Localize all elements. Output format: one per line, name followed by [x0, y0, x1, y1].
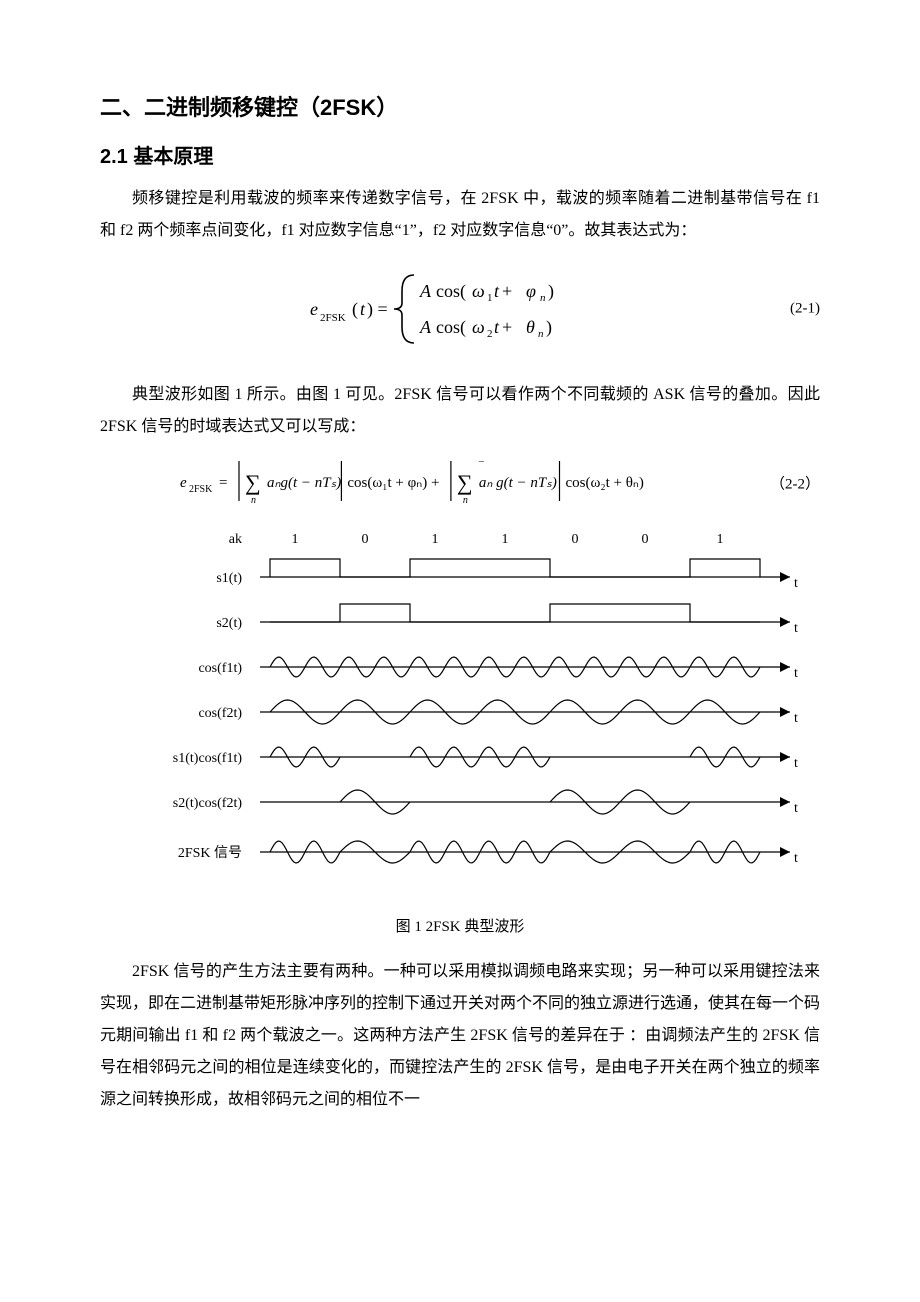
paragraph-3: 2FSK 信号的产生方法主要有两种。一种可以采用模拟调频电路来实现；另一种可以采…	[100, 956, 820, 1116]
svg-text:(: (	[352, 299, 358, 320]
svg-text:A: A	[419, 281, 432, 301]
svg-text:φ: φ	[526, 281, 536, 301]
svg-text:t: t	[794, 801, 798, 816]
svg-text:cos(ω₂t + θₙ): cos(ω₂t + θₙ)	[566, 475, 644, 491]
svg-text:¯: ¯	[478, 461, 485, 472]
figure-1-svg: ak 1 0 1 1 0 0 1 s1(t) t s2(t) t cos(f1t) t cos(f2t) t s…	[100, 517, 820, 897]
equation-1-svg: e2FSK(t) =Acos(ω1t + φn)Acos(ω2t + θn)	[310, 269, 610, 349]
svg-text:t: t	[794, 851, 798, 866]
svg-text:n: n	[538, 328, 544, 340]
svg-text:cos(f2t): cos(f2t)	[198, 706, 242, 721]
svg-text:n: n	[540, 292, 546, 304]
svg-text:aₙ g(t − nTₛ): aₙ g(t − nTₛ)	[479, 475, 557, 491]
svg-text:s1(t): s1(t)	[216, 571, 242, 586]
svg-text:+: +	[502, 317, 512, 337]
svg-text:∑: ∑	[245, 470, 261, 495]
svg-text:0: 0	[362, 532, 369, 547]
equation-2-number: （2-2）	[770, 473, 820, 494]
svg-text:) =: ) =	[367, 299, 388, 320]
paragraph-2: 典型波形如图 1 所示。由图 1 可见。2FSK 信号可以看作两个不同载频的 A…	[100, 379, 820, 443]
svg-text:cos(ω₁t + φₙ) +: cos(ω₁t + φₙ) +	[347, 475, 439, 491]
svg-text:t: t	[794, 666, 798, 681]
svg-text:aₙg(t − nTₛ): aₙg(t − nTₛ)	[267, 475, 341, 491]
svg-text:t: t	[794, 621, 798, 636]
equation-1-block: e2FSK(t) =Acos(ω1t + φn)Acos(ω2t + θn) (…	[100, 269, 820, 349]
equation-2: e2FSK =∑naₙg(t − nTₛ)cos(ω₁t + φₙ) +∑n¯a…	[100, 453, 820, 513]
svg-text:s2(t): s2(t)	[216, 616, 242, 631]
svg-text:t: t	[360, 299, 366, 319]
document-page: 二、二进制频移键控（2FSK） 2.1 基本原理 频移键控是利用载波的频率来传递…	[0, 0, 920, 1302]
equation-2-svg: e2FSK =∑naₙg(t − nTₛ)cos(ω₁t + φₙ) +∑n¯a…	[180, 453, 740, 513]
svg-text:ak: ak	[229, 532, 242, 547]
svg-text:cos(: cos(	[436, 281, 466, 302]
svg-text:n: n	[463, 495, 468, 506]
svg-text:s1(t)cos(f1t): s1(t)cos(f1t)	[173, 751, 243, 766]
svg-text:∑: ∑	[457, 470, 473, 495]
svg-text:θ: θ	[526, 317, 535, 337]
svg-text:2FSK: 2FSK	[189, 484, 213, 495]
svg-text:t: t	[494, 281, 500, 301]
svg-text:s2(t)cos(f2t): s2(t)cos(f2t)	[173, 796, 243, 811]
equation-2-block: e2FSK =∑naₙg(t − nTₛ)cos(ω₁t + φₙ) +∑n¯a…	[100, 453, 820, 513]
equation-1: e2FSK(t) =Acos(ω1t + φn)Acos(ω2t + θn)	[100, 269, 820, 349]
paragraph-1: 频移键控是利用载波的频率来传递数字信号，在 2FSK 中，载波的频率随着二进制基…	[100, 183, 820, 247]
svg-text:): )	[548, 281, 554, 302]
svg-text:=: =	[219, 475, 227, 491]
svg-text:t: t	[794, 756, 798, 771]
svg-text:e: e	[310, 299, 318, 319]
svg-text:): )	[546, 317, 552, 338]
svg-text:cos(: cos(	[436, 317, 466, 338]
subsection-heading: 2.1 基本原理	[100, 140, 820, 169]
svg-text:1: 1	[717, 532, 724, 547]
svg-text:ω: ω	[472, 317, 485, 337]
figure-1-diagram: ak 1 0 1 1 0 0 1 s1(t) t s2(t) t cos(f1t) t cos(f2t) t s…	[100, 517, 820, 902]
svg-text:1: 1	[432, 532, 439, 547]
svg-text:e: e	[180, 475, 187, 491]
svg-text:2FSK: 2FSK	[320, 312, 346, 324]
svg-text:1: 1	[292, 532, 299, 547]
svg-text:ω: ω	[472, 281, 485, 301]
figure-1-caption: 图 1 2FSK 典型波形	[100, 912, 820, 942]
svg-text:1: 1	[487, 292, 493, 304]
svg-text:t: t	[494, 317, 500, 337]
svg-text:+: +	[502, 281, 512, 301]
svg-text:2: 2	[487, 328, 493, 340]
svg-text:cos(f1t): cos(f1t)	[198, 661, 242, 676]
section-heading: 二、二进制频移键控（2FSK）	[100, 90, 820, 122]
svg-text:t: t	[794, 576, 798, 591]
svg-text:1: 1	[502, 532, 509, 547]
svg-text:A: A	[419, 317, 432, 337]
svg-text:0: 0	[642, 532, 649, 547]
svg-text:t: t	[794, 711, 798, 726]
svg-text:0: 0	[572, 532, 579, 547]
svg-text:2FSK 信号: 2FSK 信号	[178, 845, 242, 861]
svg-text:n: n	[251, 495, 256, 506]
equation-1-number: (2-1)	[790, 301, 820, 318]
